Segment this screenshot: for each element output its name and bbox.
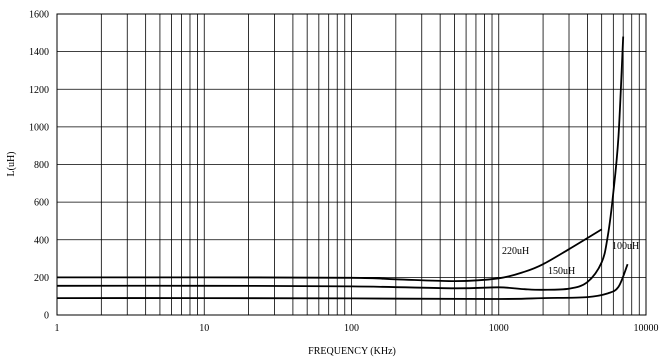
series-label-220uH: 220uH	[502, 246, 529, 257]
grid	[57, 14, 646, 315]
y-tick-label: 400	[34, 235, 49, 246]
tick-labels: 1 10 100 1000 10000 0 200 400 600 800 1000 1200 1400…	[29, 10, 659, 335]
y-tick-label: 800	[34, 160, 49, 171]
x-tick-label: 10000	[634, 323, 659, 334]
series-line-220uH	[56, 228, 603, 283]
y-tick-label: 1000	[29, 122, 49, 133]
y-axis-title: L(uH)	[6, 152, 17, 177]
y-tick-label: 600	[34, 198, 49, 209]
x-tick-label: 100	[344, 323, 359, 334]
series-label-100uH: 100uH	[612, 241, 639, 252]
plot-frame	[56, 13, 647, 316]
curves	[56, 36, 629, 300]
y-tick-label: 1600	[29, 10, 49, 21]
y-tick-label: 0	[44, 311, 49, 322]
y-tick-label: 1200	[29, 85, 49, 96]
series-line-100uH	[56, 263, 629, 300]
x-tick-label: 1000	[489, 323, 509, 334]
x-axis-title: FREQUENCY (KHz)	[308, 346, 396, 357]
series-labels: 220uH 150uH 100uH	[502, 241, 639, 277]
y-tick-label: 200	[34, 273, 49, 284]
x-tick-label: 10	[199, 323, 209, 334]
series-label-150uH: 150uH	[548, 266, 575, 277]
x-tick-label: 1	[55, 323, 60, 334]
y-tick-label: 1400	[29, 47, 49, 58]
series-line-150uH	[56, 36, 625, 291]
